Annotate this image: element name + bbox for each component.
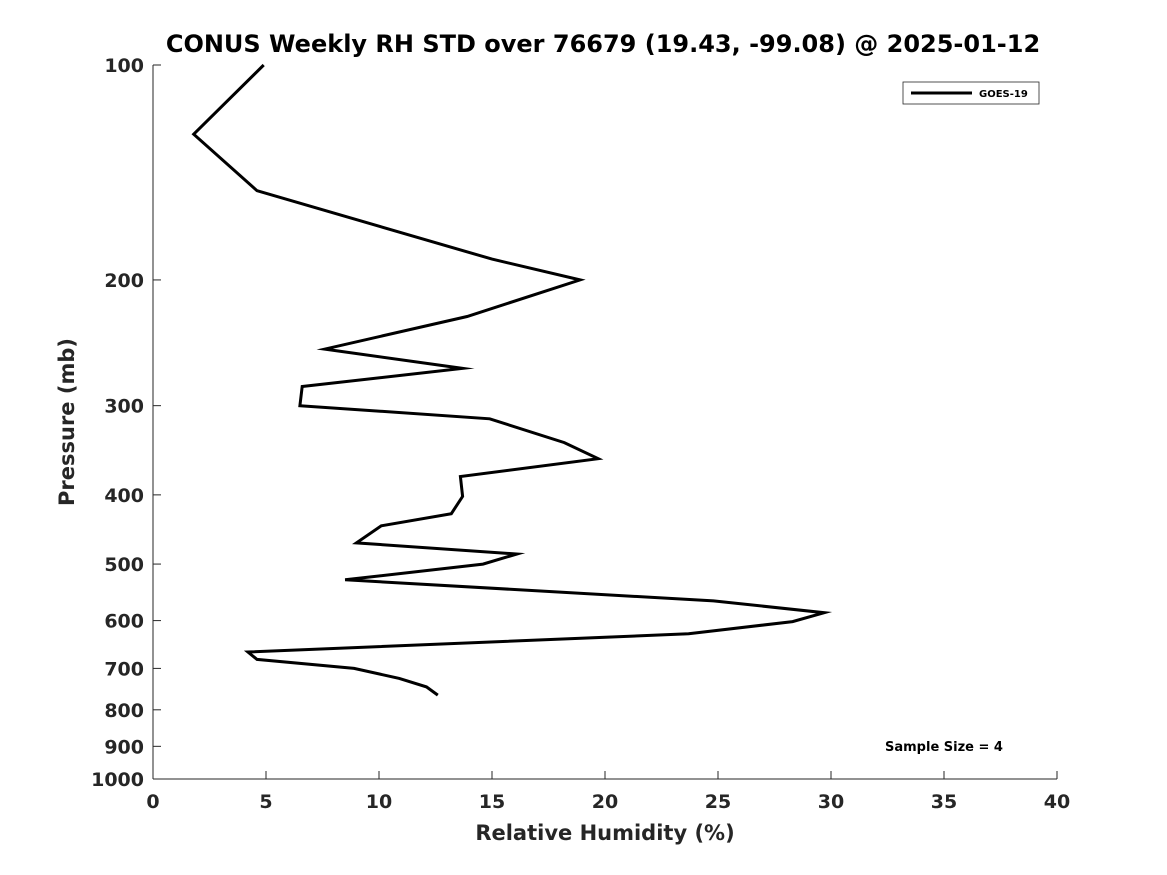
y-axis-label: Pressure (mb) [55,338,79,506]
x-tick-label: 5 [259,791,272,813]
x-axis-label: Relative Humidity (%) [475,821,734,845]
y-ticks: 100 200 300 400 500 600 700 800 900 1000 [91,55,161,791]
y-tick-label: 300 [104,396,144,418]
x-tick-label: 30 [818,791,844,813]
y-tick-label: 500 [104,554,144,576]
legend-label-goes-19: GOES-19 [979,89,1028,100]
y-tick-label: 100 [104,55,144,77]
x-tick-label: 10 [366,791,392,813]
chart-title: CONUS Weekly RH STD over 76679 (19.43, -… [166,30,1040,58]
series-layer [191,63,833,697]
x-tick-label: 0 [146,791,159,813]
x-tick-label: 25 [705,791,731,813]
axes [152,65,1057,780]
x-tick-label: 15 [479,791,505,813]
sample-size-annotation: Sample Size = 4 [885,740,1003,755]
series-line-goes-19 [191,63,833,697]
y-tick-label: 1000 [91,769,144,791]
y-tick-label: 700 [104,658,144,680]
legend: GOES-19 [902,81,1040,105]
y-tick-label: 400 [104,485,144,507]
y-tick-label: 600 [104,611,144,633]
x-tick-label: 40 [1044,791,1070,813]
y-tick-label: 900 [104,736,144,758]
x-tick-label: 20 [592,791,618,813]
x-tick-label: 35 [931,791,957,813]
x-ticks: 0 5 10 15 20 25 30 35 40 [146,771,1070,813]
y-tick-label: 800 [104,700,144,722]
y-tick-label: 200 [104,270,144,292]
